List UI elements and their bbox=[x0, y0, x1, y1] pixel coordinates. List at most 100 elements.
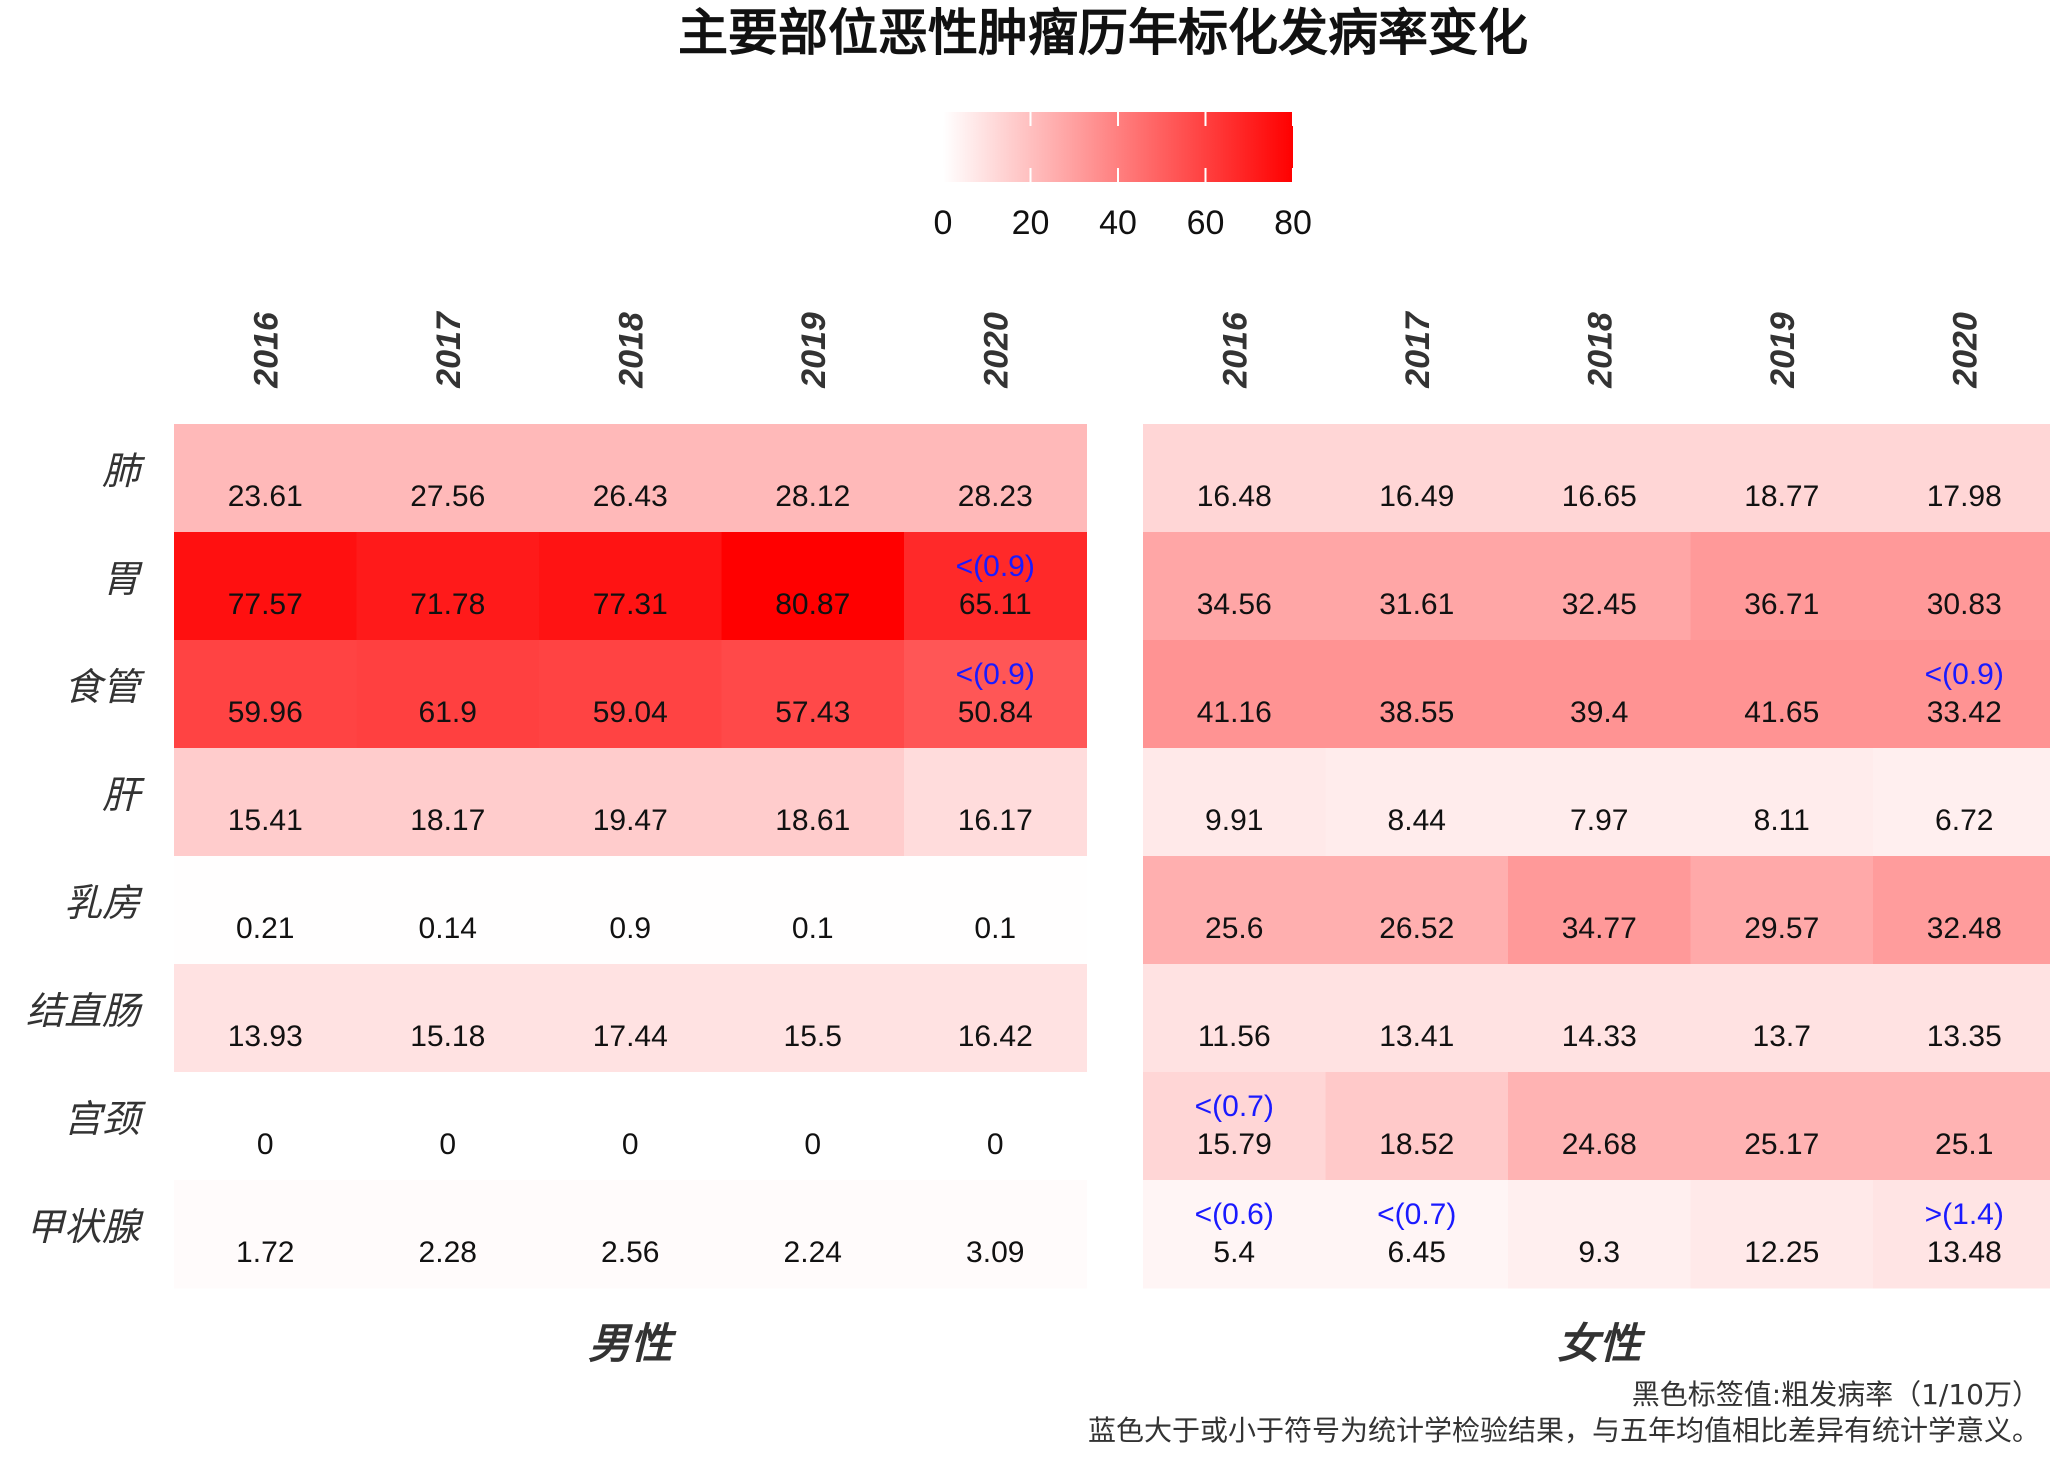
cell-value-label: 16.17 bbox=[958, 804, 1033, 837]
cell-value-label: 14.33 bbox=[1562, 1020, 1637, 1053]
heatmap-cell bbox=[1690, 532, 1874, 641]
cell-value-label: 6.72 bbox=[1935, 804, 1993, 837]
cell-value-label: 5.4 bbox=[1213, 1236, 1255, 1269]
heatmap-cell bbox=[539, 1072, 722, 1181]
year-label: 2017 bbox=[430, 310, 468, 389]
heatmap-cell bbox=[1690, 640, 1874, 749]
cell-value-label: 41.65 bbox=[1744, 696, 1819, 729]
heatmap-cell bbox=[904, 1180, 1087, 1289]
heatmap-cell bbox=[539, 856, 722, 965]
cell-value-label: 39.4 bbox=[1570, 696, 1628, 729]
significance-label: <(0.7) bbox=[1195, 1090, 1274, 1123]
cell-value-label: 1.72 bbox=[236, 1236, 294, 1269]
heatmap-cell bbox=[721, 748, 905, 857]
significance-label: <(0.9) bbox=[1925, 658, 2004, 691]
cell-value-label: 36.71 bbox=[1744, 588, 1819, 621]
heatmap-cell bbox=[174, 1180, 357, 1289]
year-label: 2018 bbox=[612, 312, 650, 389]
heatmap-cell bbox=[1143, 640, 1326, 749]
cell-value-label: 6.45 bbox=[1388, 1236, 1446, 1269]
heatmap-cell bbox=[904, 964, 1087, 1073]
cell-value-label: 2.56 bbox=[601, 1236, 659, 1269]
heatmap-cell bbox=[721, 424, 905, 533]
year-label: 2017 bbox=[1399, 310, 1437, 389]
row-label: 乳房 bbox=[64, 881, 143, 925]
heatmap-cell bbox=[1508, 856, 1691, 965]
cell-value-label: 77.57 bbox=[228, 588, 303, 621]
cell-value-label: 80.87 bbox=[775, 588, 850, 621]
cell-value-label: 16.49 bbox=[1379, 480, 1454, 513]
cell-value-label: 65.11 bbox=[959, 588, 1032, 621]
row-label: 肝 bbox=[102, 773, 145, 817]
heatmap-cell bbox=[356, 532, 540, 641]
heatmap-cell bbox=[721, 532, 905, 641]
cell-value-label: 57.43 bbox=[775, 696, 850, 729]
row-label: 结直肠 bbox=[26, 989, 143, 1033]
heatmap-cell bbox=[1508, 532, 1691, 641]
heatmap-cell bbox=[1143, 856, 1326, 965]
cell-value-label: 13.48 bbox=[1927, 1236, 2002, 1269]
panel-label: 男性 bbox=[588, 1319, 677, 1368]
heatmap-cell bbox=[721, 856, 905, 965]
cell-value-label: 13.7 bbox=[1753, 1020, 1811, 1053]
cell-value-label: 16.65 bbox=[1562, 480, 1637, 513]
heatmap-cell bbox=[356, 640, 540, 749]
heatmap-cell bbox=[1325, 1072, 1509, 1181]
heatmap-cell bbox=[721, 964, 905, 1073]
heatmap-cell bbox=[174, 532, 357, 641]
cell-value-label: 0 bbox=[622, 1128, 639, 1161]
panel-label: 女性 bbox=[1557, 1319, 1646, 1368]
heatmap-cell bbox=[1143, 532, 1326, 641]
cell-value-label: 59.04 bbox=[593, 696, 668, 729]
heatmap-cell bbox=[1690, 964, 1874, 1073]
cell-value-label: 41.16 bbox=[1197, 696, 1272, 729]
heatmap-cell bbox=[904, 856, 1087, 965]
cell-value-label: 38.55 bbox=[1379, 696, 1454, 729]
heatmap-cell bbox=[1873, 532, 2050, 641]
heatmap-cell bbox=[174, 856, 357, 965]
cell-value-label: 2.28 bbox=[419, 1236, 477, 1269]
cell-value-label: 0 bbox=[439, 1128, 456, 1161]
cell-value-label: 27.56 bbox=[410, 480, 485, 513]
heatmap-cell bbox=[1873, 424, 2050, 533]
heatmap-cell bbox=[356, 424, 540, 533]
heatmap-cell bbox=[1143, 964, 1326, 1073]
cell-value-label: 61.9 bbox=[419, 696, 477, 729]
cell-value-label: 13.41 bbox=[1379, 1020, 1454, 1053]
heatmap-cell bbox=[174, 964, 357, 1073]
cell-value-label: 25.17 bbox=[1744, 1128, 1819, 1161]
row-label: 甲状腺 bbox=[26, 1205, 144, 1249]
cell-value-label: 25.1 bbox=[1935, 1128, 1993, 1161]
heatmap-cell bbox=[1508, 640, 1691, 749]
cell-value-label: 8.11 bbox=[1754, 804, 1810, 837]
cell-value-label: 29.57 bbox=[1744, 912, 1819, 945]
cell-value-label: 15.41 bbox=[228, 804, 303, 837]
cell-value-label: 8.44 bbox=[1388, 804, 1446, 837]
cell-value-label: 17.44 bbox=[593, 1020, 668, 1053]
heatmap-cell bbox=[356, 1180, 540, 1289]
heatmap-cell bbox=[1873, 856, 2050, 965]
heatmap-cell bbox=[539, 532, 722, 641]
heatmap-cell bbox=[1143, 748, 1326, 857]
heatmap-cell bbox=[904, 424, 1087, 533]
cell-value-label: 0.21 bbox=[236, 912, 294, 945]
cell-value-label: 59.96 bbox=[228, 696, 303, 729]
cell-value-label: 28.12 bbox=[775, 480, 850, 513]
panel-0: 2016 2017 2018 2019 2020 23.61 27.56 26.43 28.12… bbox=[174, 310, 1087, 1368]
heatmap-cell bbox=[1873, 1072, 2050, 1181]
cell-value-label: 7.97 bbox=[1570, 804, 1628, 837]
heatmap-cell bbox=[1690, 1180, 1874, 1289]
color-legend: 0 20 40 60 80 bbox=[934, 112, 1312, 242]
cell-value-label: 13.93 bbox=[228, 1020, 303, 1053]
cell-value-label: 0 bbox=[804, 1128, 821, 1161]
heatmap-cell bbox=[356, 748, 540, 857]
year-label: 2016 bbox=[1216, 311, 1254, 389]
heatmap-cell bbox=[1508, 1072, 1691, 1181]
significance-label: <(0.7) bbox=[1377, 1198, 1456, 1231]
row-label: 食管 bbox=[64, 665, 145, 709]
heatmap-cell bbox=[356, 1072, 540, 1181]
heatmap-cell bbox=[1690, 748, 1874, 857]
heatmap-cell bbox=[1873, 964, 2050, 1073]
cell-value-label: 15.18 bbox=[410, 1020, 485, 1053]
